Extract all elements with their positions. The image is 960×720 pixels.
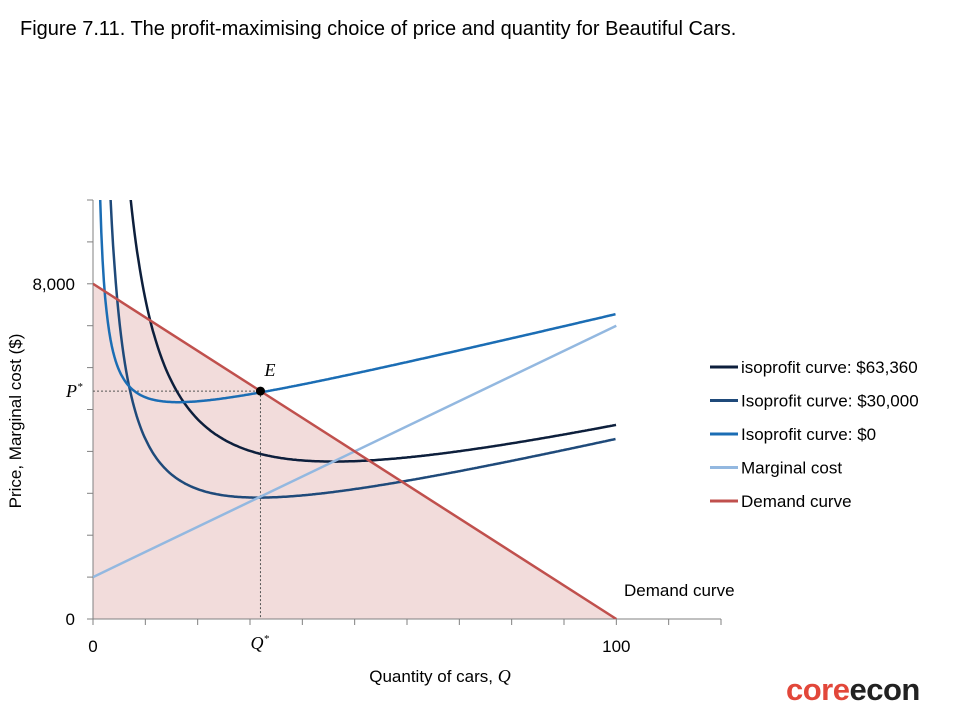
demand-curve-annotation: Demand curve <box>624 581 735 600</box>
x-tick-label: 0 <box>88 637 97 656</box>
legend-label-demand: Demand curve <box>741 492 852 511</box>
y-tick-label: 0 <box>66 610 75 629</box>
logo-core: core <box>786 672 850 707</box>
x-axis-label: Quantity of cars, Q <box>369 666 511 686</box>
q-star-label: Q* <box>250 633 269 653</box>
legend-label-isoprofit_30000: Isoprofit curve: $30,000 <box>741 392 919 411</box>
legend-label-marginal_cost: Marginal cost <box>741 459 842 478</box>
y-axis-label: Price, Marginal cost ($) <box>6 334 25 509</box>
guide-lines <box>93 390 261 619</box>
figure-title: Figure 7.11. The profit-maximising choic… <box>20 18 737 40</box>
series-line-isoprofit_0 <box>98 200 616 404</box>
series-layer <box>93 200 617 619</box>
x-tick-label: 100 <box>602 637 630 656</box>
legend-label-isoprofit_63360: isoprofit curve: $63,360 <box>741 358 918 377</box>
logo-econ: econ <box>849 672 920 707</box>
point-e <box>255 386 265 396</box>
labels-layer: E P* Q* Demand curve <box>65 360 735 653</box>
y-tick-label: 8,000 <box>32 275 75 294</box>
legend: isoprofit curve: $63,360 Isoprofit curve:… <box>710 358 919 511</box>
series-line-demand <box>93 282 617 619</box>
p-star-label: P* <box>65 381 83 401</box>
coreecon-logo: coreecon <box>786 672 920 708</box>
legend-label-isoprofit_0: Isoprofit curve: $0 <box>741 425 876 444</box>
series-line-isoprofit_30000 <box>109 200 616 499</box>
series-line-isoprofit_63360 <box>129 200 617 463</box>
point-e-label: E <box>263 360 275 380</box>
axes: 0 100 0 8,000 Quantity of cars, Q Price, Marg… <box>6 199 722 686</box>
